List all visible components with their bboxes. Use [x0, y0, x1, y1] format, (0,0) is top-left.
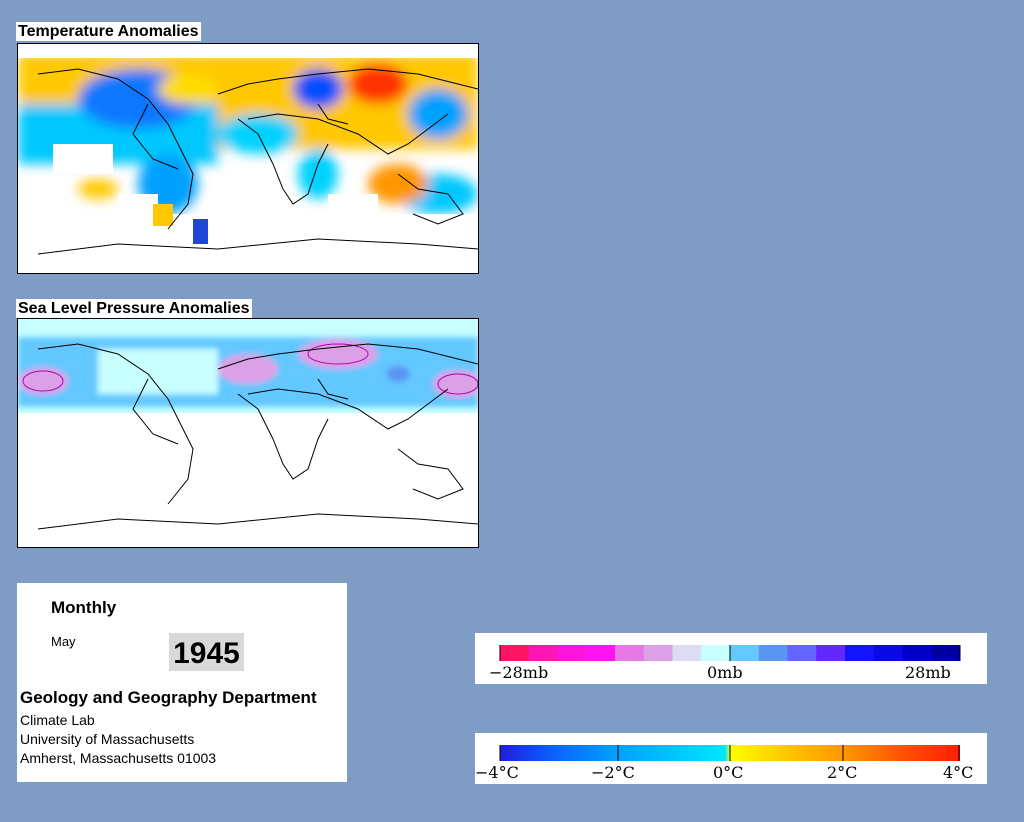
- university-name: University of Massachusetts: [20, 731, 195, 747]
- pressure-swatch: [816, 645, 846, 661]
- temperature-label-minus2: −2°C: [591, 763, 635, 782]
- pressure-swatch: [758, 645, 788, 661]
- address: Amherst, Massachusetts 01003: [20, 750, 217, 766]
- year-display: 1945: [169, 633, 244, 671]
- temperature-field: [18, 54, 478, 214]
- pressure-swatch: [845, 645, 875, 661]
- pressure-swatch: [500, 645, 530, 661]
- temperature-anomaly-map: [17, 43, 479, 274]
- pressure-swatch: [557, 645, 587, 661]
- department-name: Geology and Geography Department: [20, 688, 317, 707]
- pressure-swatch: [615, 645, 645, 661]
- pressure-swatch: [730, 645, 760, 661]
- coastlines: [37, 68, 478, 255]
- pressure-panel-title: Sea Level Pressure Anomalies: [16, 299, 252, 318]
- frequency-label: Monthly: [51, 598, 117, 617]
- temperature-label-plus4: 4°C: [943, 763, 973, 782]
- pressure-swatch: [528, 645, 558, 661]
- temperature-label-minus4: −4°C: [475, 763, 519, 782]
- temperature-label-plus2: 2°C: [827, 763, 857, 782]
- info-box: Monthly May 1945 Geology and Geography D…: [17, 583, 347, 782]
- pressure-swatch: [701, 645, 731, 661]
- pressure-swatch: [873, 645, 903, 661]
- pressure-swatch: [586, 645, 616, 661]
- pressure-field: [18, 319, 478, 547]
- pressure-swatch: [672, 645, 702, 661]
- month-label: May: [51, 634, 76, 649]
- pressure-colorbar: [499, 645, 961, 661]
- lab-name: Climate Lab: [20, 712, 95, 728]
- pressure-label-min: −28mb: [489, 663, 548, 682]
- pressure-swatch: [643, 645, 673, 661]
- pressure-anomaly-map: [17, 318, 479, 548]
- temperature-legend: −4°C −2°C 0°C 2°C 4°C: [475, 733, 987, 784]
- pressure-swatch: [902, 645, 932, 661]
- temperature-panel-title: Temperature Anomalies: [16, 22, 201, 41]
- pressure-label-max: 28mb: [905, 663, 951, 682]
- pressure-swatch: [787, 645, 817, 661]
- pressure-swatch: [931, 645, 961, 661]
- temperature-label-zero: 0°C: [713, 763, 743, 782]
- pressure-legend: −28mb 0mb 28mb: [475, 633, 987, 684]
- coastlines: [37, 343, 478, 530]
- pressure-label-zero: 0mb: [707, 663, 743, 682]
